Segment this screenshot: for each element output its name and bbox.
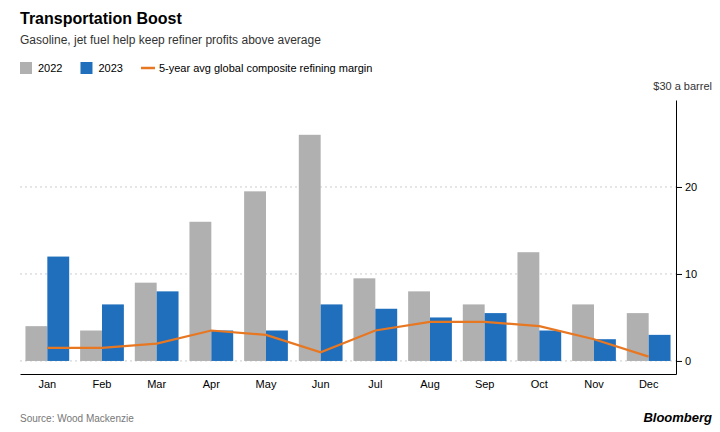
bar xyxy=(102,304,124,361)
y-axis-label: $30 a barrel xyxy=(653,80,712,92)
bar xyxy=(649,335,671,361)
x-tick: Jan xyxy=(38,374,56,390)
bar xyxy=(408,291,430,361)
x-tick: Apr xyxy=(203,374,220,390)
bar xyxy=(517,252,539,361)
grid-line xyxy=(20,273,676,274)
bar xyxy=(463,304,485,361)
chart: Transportation Boost Gasoline, jet fuel h… xyxy=(0,0,720,432)
grid-line xyxy=(20,186,676,187)
legend-swatch xyxy=(20,62,32,74)
bar xyxy=(211,331,233,361)
y-tick-label: 10 xyxy=(685,268,697,280)
x-axis: Jan Feb Mar Apr May Jun Jul Aug Sep Oct Nov Dec xyxy=(21,374,677,390)
x-tick-label: Mar xyxy=(147,378,166,390)
branding: Bloomberg xyxy=(643,410,712,425)
x-tick: Dec xyxy=(639,374,659,390)
legend-label: 5-year avg global composite refining mar… xyxy=(159,62,372,74)
y-tick-label: 0 xyxy=(685,355,691,367)
bar xyxy=(485,313,507,361)
subtitle: Gasoline, jet fuel help keep refiner pro… xyxy=(20,33,321,47)
x-tick: Feb xyxy=(93,374,112,390)
legend-swatch xyxy=(141,67,155,70)
y-tick: 10 xyxy=(676,268,697,280)
x-tick: Sep xyxy=(475,374,495,390)
x-tick: Aug xyxy=(420,374,440,390)
x-tick-label: Jun xyxy=(312,378,330,390)
x-tick-label: Jan xyxy=(38,378,56,390)
x-tick-label: Sep xyxy=(475,378,495,390)
x-tick-label: Apr xyxy=(203,378,220,390)
x-tick-label: Oct xyxy=(531,378,548,390)
plot-area xyxy=(25,135,670,361)
grid xyxy=(20,187,676,361)
legend: 2022 2023 5-year avg global composite refi… xyxy=(20,62,372,74)
y-axis: 0 10 20 xyxy=(676,101,697,375)
legend-swatch xyxy=(80,62,92,74)
x-tick-label: Aug xyxy=(420,378,440,390)
legend-label: 2023 xyxy=(98,62,122,74)
bar-series xyxy=(25,135,648,361)
y-tick-mark xyxy=(676,187,682,188)
bar xyxy=(539,331,561,361)
y-tick: 0 xyxy=(676,355,691,367)
x-tick: Oct xyxy=(531,374,548,390)
x-tick: May xyxy=(256,374,277,390)
bar xyxy=(572,304,594,361)
x-tick-label: May xyxy=(256,378,277,390)
legend-item: 2022 xyxy=(20,62,62,74)
bar xyxy=(375,309,397,361)
legend-label: 2022 xyxy=(38,62,62,74)
bar xyxy=(430,317,452,360)
x-tick: Jul xyxy=(368,374,382,390)
x-tick: Mar xyxy=(147,374,166,390)
y-tick-label: 20 xyxy=(685,181,697,193)
y-tick: 20 xyxy=(676,181,697,193)
x-tick-label: Feb xyxy=(93,378,112,390)
title: Transportation Boost xyxy=(20,10,182,27)
x-tick-label: Jul xyxy=(368,378,382,390)
y-tick-mark xyxy=(676,361,682,362)
bar xyxy=(299,135,321,361)
x-tick: Nov xyxy=(584,374,604,390)
bar xyxy=(353,278,375,361)
bar xyxy=(80,331,102,361)
bar-series xyxy=(47,257,670,361)
bar xyxy=(189,222,211,361)
x-tick-label: Nov xyxy=(584,378,604,390)
legend-item: 5-year avg global composite refining mar… xyxy=(141,62,372,74)
bar xyxy=(25,326,47,361)
bar xyxy=(157,291,179,361)
line xyxy=(47,322,648,357)
y-tick-mark xyxy=(676,274,682,275)
source: Source: Wood Mackenzie xyxy=(20,413,134,424)
legend-item: 2023 xyxy=(80,62,122,74)
x-axis-line xyxy=(21,374,677,375)
x-tick-label: Dec xyxy=(639,378,659,390)
x-tick: Jun xyxy=(312,374,330,390)
bar xyxy=(47,257,69,361)
bar xyxy=(321,304,343,361)
bar xyxy=(135,283,157,361)
y-axis-line xyxy=(676,101,677,375)
